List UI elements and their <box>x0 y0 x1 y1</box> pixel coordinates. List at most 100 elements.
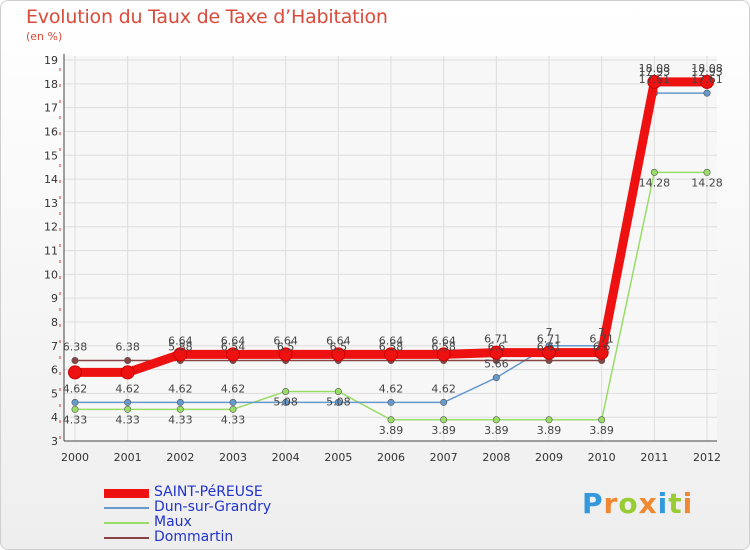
data-point <box>598 416 606 424</box>
data-label: 6.61 <box>537 341 562 354</box>
data-point <box>650 168 658 176</box>
data-label: 7 <box>598 326 605 339</box>
y-tick-label: 12 <box>44 221 58 234</box>
data-label: 7 <box>546 326 553 339</box>
data-label: 5.66 <box>484 358 509 371</box>
data-label: 6.64 <box>431 334 456 347</box>
x-tick-label: 2000 <box>61 451 89 464</box>
data-label: 6.6 <box>593 341 611 354</box>
data-label: 6.6 <box>488 341 506 354</box>
data-label: 4.62 <box>221 382 246 395</box>
x-tick-label: 2008 <box>482 451 510 464</box>
data-label: 4.62 <box>379 382 404 395</box>
data-label: 4.33 <box>63 413 88 426</box>
data-label: 3.89 <box>537 424 562 437</box>
legend-swatch <box>104 507 149 509</box>
x-tick-label: 2005 <box>324 451 352 464</box>
data-point <box>334 387 342 395</box>
data-label: 5.08 <box>273 395 298 408</box>
data-label: 6.64 <box>221 334 246 347</box>
data-point <box>71 398 79 406</box>
data-point <box>176 398 184 406</box>
y-tick-label: 13 <box>44 197 58 210</box>
data-point <box>124 398 132 406</box>
y-tick-label: 16 <box>44 125 58 138</box>
data-label: 5.08 <box>326 395 351 408</box>
x-tick-label: 2006 <box>377 451 405 464</box>
data-label: 6.64 <box>326 334 351 347</box>
y-tick-label: 9 <box>51 292 58 305</box>
data-label: 3.89 <box>431 424 456 437</box>
data-label: 4.62 <box>168 382 193 395</box>
data-point <box>492 416 500 424</box>
data-label: 3.89 <box>589 424 614 437</box>
logo-letter: t <box>668 487 683 520</box>
chart-title: Evolution du Taux de Taxe d’Habitation <box>26 6 388 28</box>
y-tick-label: 3 <box>51 435 58 448</box>
data-label: 6.5 <box>330 341 348 354</box>
data-point <box>542 345 556 360</box>
data-point <box>334 398 342 406</box>
data-label: 6.71 <box>589 333 614 346</box>
data-point <box>440 398 448 406</box>
data-point <box>176 405 184 413</box>
proxiti-logo: Proxiti <box>582 487 693 520</box>
data-label: 14.28 <box>691 176 723 189</box>
y-tick-label: 19 <box>44 54 58 67</box>
data-point <box>492 374 500 382</box>
data-point <box>384 347 398 362</box>
legend-label: Maux <box>154 514 192 530</box>
data-label: 17.93 <box>691 65 723 78</box>
data-point <box>124 405 132 413</box>
x-tick-label: 2003 <box>219 451 247 464</box>
data-label: 18.08 <box>691 62 723 75</box>
data-label: 6.58 <box>431 341 456 354</box>
y-tick-label: 6 <box>51 364 58 377</box>
data-point <box>173 347 188 362</box>
data-point <box>440 416 448 424</box>
data-label: 6.64 <box>168 334 193 347</box>
data-point <box>700 74 714 89</box>
data-label: 4.62 <box>431 382 456 395</box>
logo-letter: o <box>618 487 639 520</box>
data-point <box>282 398 290 406</box>
data-label: 4.33 <box>115 413 140 426</box>
x-tick-label: 2004 <box>272 451 300 464</box>
data-label: 14.28 <box>639 176 671 189</box>
data-point <box>387 398 395 406</box>
line-chart: 3 4 5 6 7 8 9 10 11 12 13 14 15 16 17 18 19 2000 2001 2002 2… <box>44 54 723 464</box>
data-label: 4.33 <box>168 413 193 426</box>
y-tick-label: 14 <box>44 173 58 186</box>
legend-label: Dommartin <box>154 529 234 545</box>
data-point <box>120 365 135 380</box>
y-tick-label: 18 <box>44 78 58 91</box>
data-point <box>594 345 609 360</box>
data-point <box>278 347 293 362</box>
data-label: 17.61 <box>639 73 671 86</box>
y-tick-label: 4 <box>51 411 58 424</box>
logo-letter: i <box>657 487 669 520</box>
data-label: 6.64 <box>379 334 404 347</box>
data-point <box>226 347 240 362</box>
data-label: 6.71 <box>484 333 509 346</box>
data-point <box>68 365 82 380</box>
data-point <box>647 74 662 89</box>
legend-label: Dun-sur-Grandry <box>154 499 272 515</box>
data-label: 6.38 <box>115 341 140 354</box>
logo-letter: r <box>603 487 619 520</box>
legend-swatch <box>104 537 149 539</box>
data-label: 6.38 <box>63 341 88 354</box>
data-label: 6.64 <box>273 334 298 347</box>
y-tick-label: 17 <box>44 102 58 115</box>
x-tick-label: 2007 <box>430 451 458 464</box>
data-label: 3.89 <box>379 424 404 437</box>
x-tick-label: 2012 <box>693 451 721 464</box>
data-point <box>71 357 79 365</box>
data-point <box>229 405 237 413</box>
data-label: 4.62 <box>63 382 88 395</box>
data-point <box>703 168 711 176</box>
data-label: 4.33 <box>221 413 246 426</box>
data-point <box>229 398 237 406</box>
data-point <box>436 347 451 362</box>
x-tick-label: 2010 <box>588 451 616 464</box>
